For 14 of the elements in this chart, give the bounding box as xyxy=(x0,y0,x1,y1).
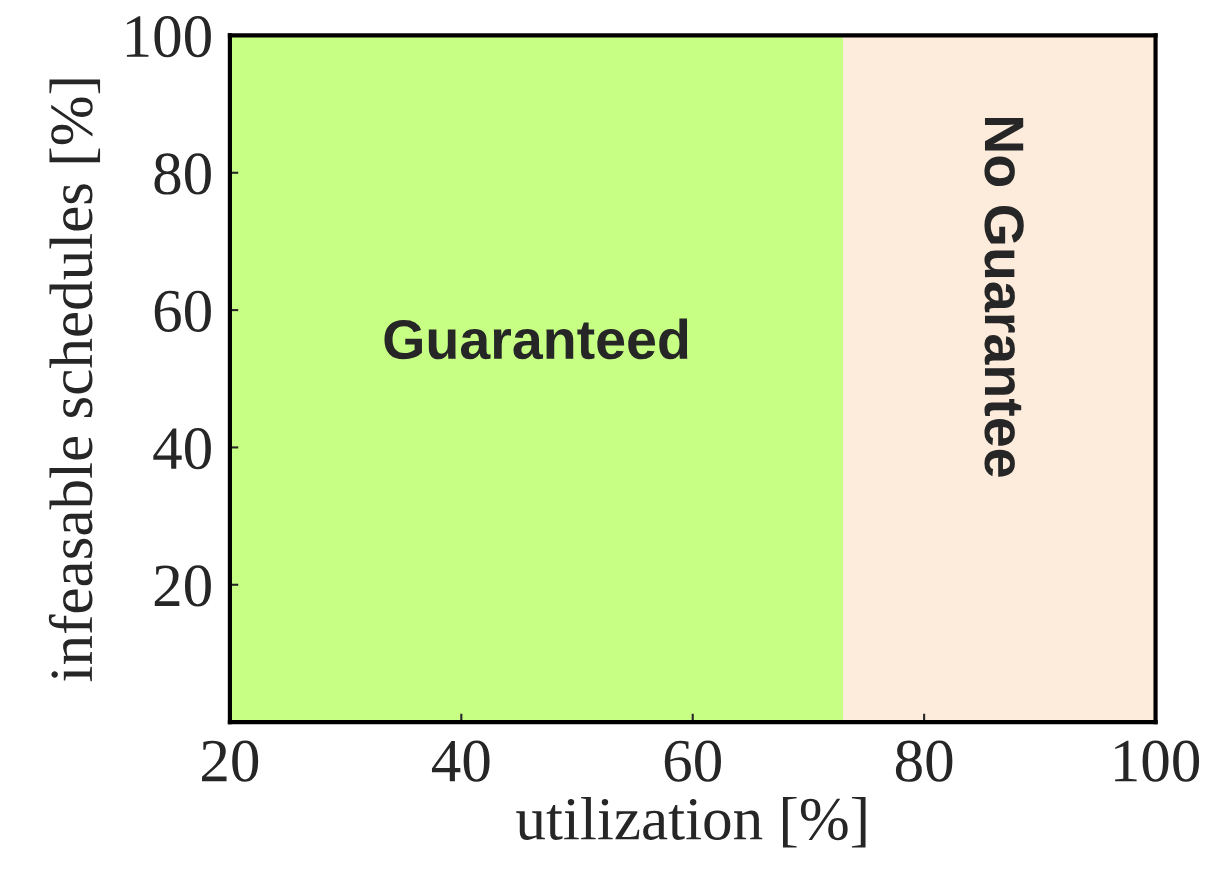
y-axis-title: infeasable schedules [%] xyxy=(48,79,101,682)
series-label: Guaranteed xyxy=(384,318,688,360)
series-label: No Guarantee xyxy=(984,117,1024,477)
x-tick-label: 40 xyxy=(431,740,490,782)
y-tick-label: 100 xyxy=(126,16,211,58)
x-axis-title: utilization [%] xyxy=(516,796,866,848)
y-tick-label: 40 xyxy=(153,427,211,470)
y-tick-label: 20 xyxy=(154,565,211,607)
x-tick-label: 100 xyxy=(1115,740,1200,782)
x-tick-label: 60 xyxy=(664,740,721,782)
x-tick-label: 80 xyxy=(895,740,953,782)
y-tick-label: 60 xyxy=(154,290,211,332)
x-tick-label: 20 xyxy=(202,740,259,782)
y-tick-label: 80 xyxy=(154,153,211,195)
